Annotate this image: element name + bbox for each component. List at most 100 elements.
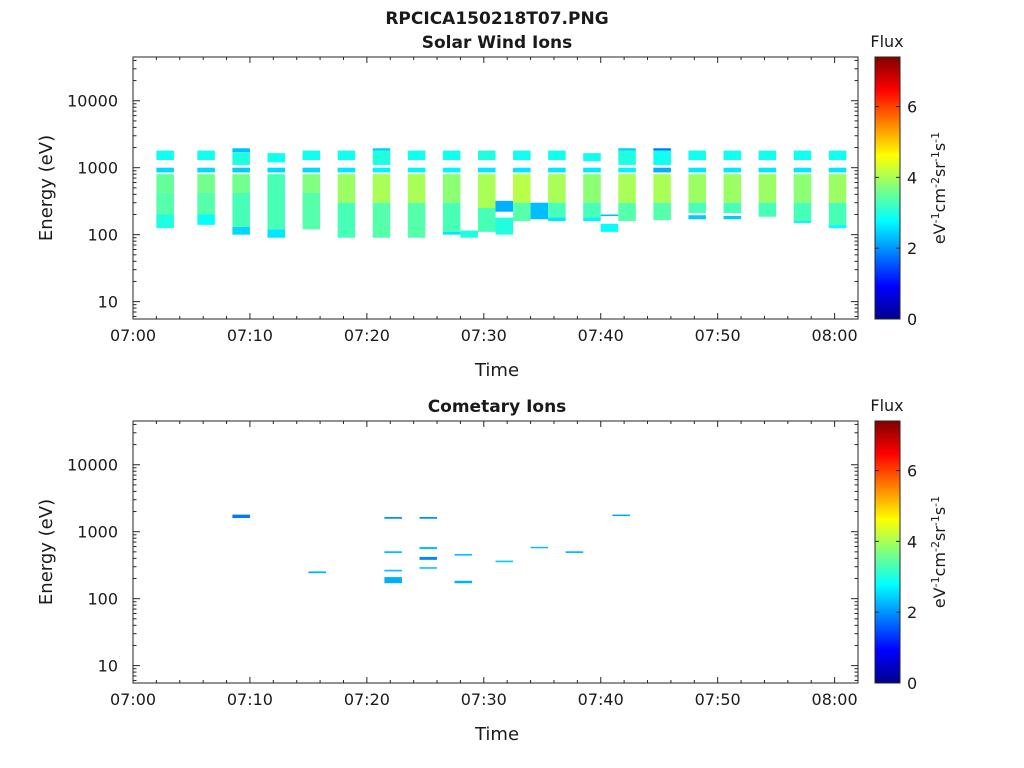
heatmap-cell (495, 217, 514, 235)
colorbar-title: Flux (870, 396, 903, 415)
heatmap-cell (793, 220, 812, 223)
heatmap-cell (758, 202, 777, 217)
heatmap-cell (156, 167, 174, 173)
heatmap-cell (442, 174, 461, 203)
panel-cometary: Cometary Ions 07:00 07:10 07:20 07:30 07:40 0… (36, 396, 949, 745)
colorbar-gradient (875, 421, 900, 683)
heatmap-cell (513, 174, 531, 203)
y-tick-label: 1000 (77, 523, 118, 542)
heatmap-cell (513, 167, 531, 173)
colorbar-units: eV-1cm-2sr-1s-1 (929, 496, 949, 608)
heatmap-cell (384, 551, 402, 554)
heatmap-cell (197, 174, 215, 193)
y-tick-label: 10 (98, 293, 118, 312)
heatmap-cell (337, 202, 356, 238)
x-tick-label: 07:30 (461, 690, 507, 709)
colorbar-ticks: 0 2 4 6 (875, 462, 917, 693)
heatmap-cell (384, 569, 402, 572)
x-axis-label: Time (474, 724, 519, 745)
heatmap-cell (308, 571, 326, 574)
colorbar-tick-label: 4 (907, 168, 917, 187)
heatmap-cell (197, 150, 215, 161)
heatmap-cell (232, 174, 250, 193)
heatmap-cell (793, 150, 812, 161)
panel-title: Cometary Ions (428, 397, 567, 417)
heatmap-cell (372, 174, 391, 203)
colorbar-frame (874, 420, 901, 684)
heatmap-cell (477, 208, 496, 232)
heatmap-cell (156, 150, 174, 161)
heatmap-cell (612, 514, 630, 517)
heatmap-cell (407, 150, 426, 161)
figure-title: RPCICA150218T07.PNG (385, 9, 608, 29)
heatmap-cell (723, 202, 742, 214)
heatmap-cells (232, 514, 630, 584)
heatmap-cell (618, 174, 636, 203)
colorbar-tick-label: 2 (907, 239, 917, 258)
heatmap-cell (653, 167, 671, 173)
heatmap-cell (302, 174, 321, 193)
heatmap-cell (618, 167, 636, 173)
heatmap-cell (513, 150, 531, 161)
heatmap-cell (530, 546, 549, 549)
heatmap-cell (828, 167, 847, 173)
heatmap-cell (758, 174, 777, 203)
heatmap-cell (688, 215, 706, 220)
colorbar-gradient (875, 57, 900, 319)
heatmap-cell (302, 192, 321, 230)
heatmap-cell (828, 174, 847, 203)
y-tick-label: 1000 (77, 159, 118, 178)
heatmap-cell (419, 516, 438, 519)
heatmap-cell (372, 148, 391, 151)
axis-ticks: 07:00 07:10 07:20 07:30 07:40 07:50 08:00 10 100… (67, 421, 859, 709)
x-tick-label: 07:10 (227, 326, 273, 345)
heatmap-cell (583, 174, 601, 203)
x-tick-label: 08:00 (812, 690, 858, 709)
x-tick-label: 07:20 (344, 690, 390, 709)
plot-frame (132, 420, 859, 684)
colorbar-tick-label: 4 (907, 532, 917, 551)
heatmap-cell (600, 214, 619, 216)
heatmap-cell (758, 167, 777, 173)
heatmap-cell (583, 153, 601, 162)
heatmap-cell (232, 167, 250, 173)
heatmap-cell (460, 230, 478, 238)
heatmap-cell (156, 192, 174, 215)
heatmap-cell (232, 152, 250, 165)
y-tick-label: 100 (87, 226, 118, 245)
heatmap-cell (758, 150, 777, 161)
heatmap-cell (197, 192, 215, 215)
heatmap-cell (548, 202, 566, 218)
y-tick-label: 100 (87, 590, 118, 609)
heatmap-cell (232, 514, 250, 519)
x-tick-label: 08:00 (812, 326, 858, 345)
heatmap-cell (618, 150, 636, 165)
heatmap-cell (565, 551, 584, 554)
colorbar-tick-label: 0 (907, 674, 917, 693)
heatmap-cell (548, 167, 566, 173)
heatmap-cell (407, 202, 426, 238)
heatmap-cell (156, 174, 174, 193)
x-tick-label: 07:10 (227, 690, 273, 709)
panel-title: Solar Wind Ions (422, 33, 573, 53)
heatmap-cell (793, 202, 812, 221)
colorbar-title: Flux (870, 32, 903, 51)
heatmap-cell (688, 202, 706, 214)
colorbar-units: eV-1cm-2sr-1s-1 (929, 132, 949, 244)
heatmap-cell (653, 148, 671, 151)
heatmap-cell (419, 567, 438, 569)
colorbar-ticks: 0 2 4 6 (875, 98, 917, 329)
heatmap-cell (477, 167, 496, 173)
x-axis-label: Time (474, 360, 519, 381)
heatmap-cell (232, 227, 250, 235)
heatmap-cell (442, 231, 461, 235)
heatmap-cell (583, 217, 601, 221)
x-tick-label: 07:50 (695, 326, 741, 345)
heatmap-cell (828, 224, 847, 229)
heatmap-cell (828, 150, 847, 161)
y-tick-label: 10 (98, 657, 118, 676)
heatmap-cell (372, 202, 391, 238)
heatmap-cell (513, 202, 531, 221)
